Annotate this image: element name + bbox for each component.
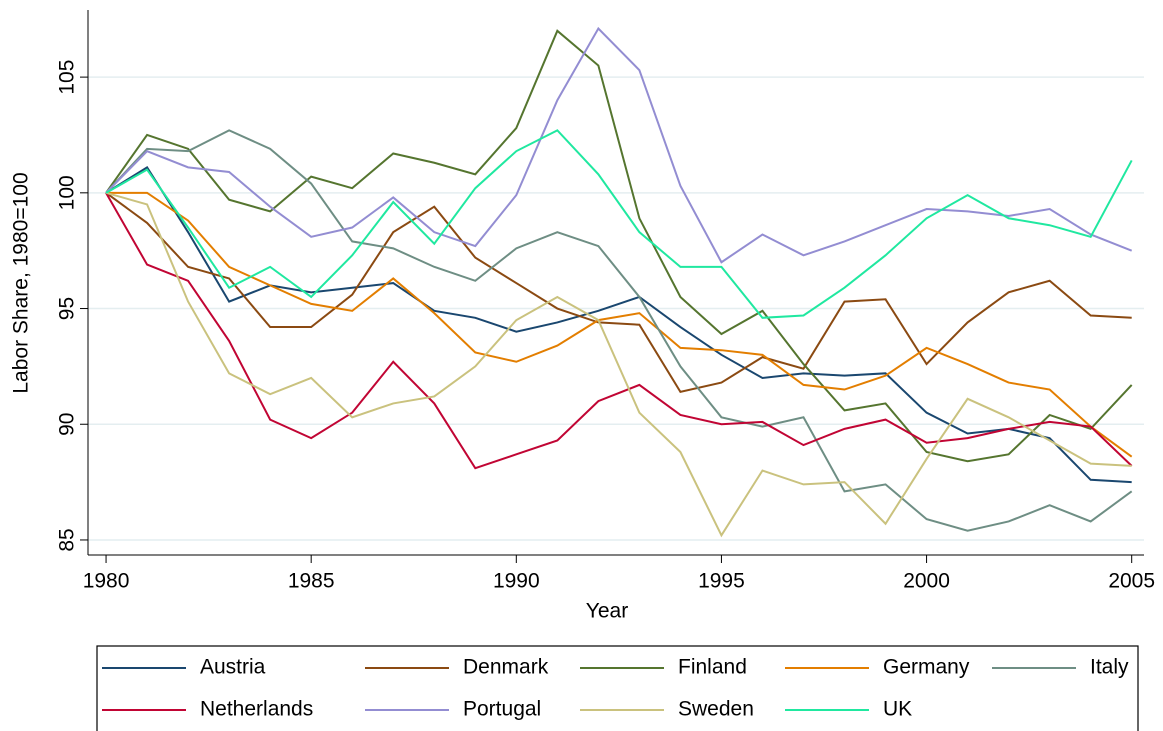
y-tick-label: 100 (56, 175, 79, 210)
x-axis-label: Year (586, 600, 628, 623)
legend-label: Netherlands (200, 698, 313, 721)
series-line (105, 129, 1133, 319)
series-line (105, 192, 1132, 393)
y-tick-label: 95 (56, 297, 79, 320)
series-line (105, 192, 1133, 470)
x-tick-label: 1990 (493, 570, 540, 593)
y-tick-label: 85 (56, 528, 79, 551)
series-line (105, 26, 1133, 264)
x-tick-label: 2005 (1108, 570, 1155, 593)
y-tick-label: 90 (56, 413, 79, 436)
x-tick-label: 1980 (83, 570, 130, 593)
legend-label: Denmark (463, 656, 549, 679)
series-line (105, 165, 1132, 484)
series-line (105, 191, 1132, 538)
legend-label: Finland (678, 656, 747, 679)
series-line (105, 129, 1133, 532)
series-line (106, 191, 1133, 458)
legend-label: UK (883, 698, 912, 721)
y-tick-label: 105 (56, 60, 79, 95)
y-axis-label: Labor Share, 1980=100 (10, 172, 33, 393)
legend-label: Italy (1090, 656, 1129, 679)
series-line (105, 29, 1133, 463)
legend-label: Portugal (463, 698, 541, 721)
x-tick-label: 1995 (698, 570, 745, 593)
x-tick-label: 2000 (903, 570, 950, 593)
legend-label: Austria (200, 656, 266, 679)
legend-label: Sweden (678, 698, 754, 721)
x-tick-label: 1985 (288, 570, 335, 593)
legend-box (96, 645, 1139, 731)
legend-label: Germany (883, 656, 970, 679)
